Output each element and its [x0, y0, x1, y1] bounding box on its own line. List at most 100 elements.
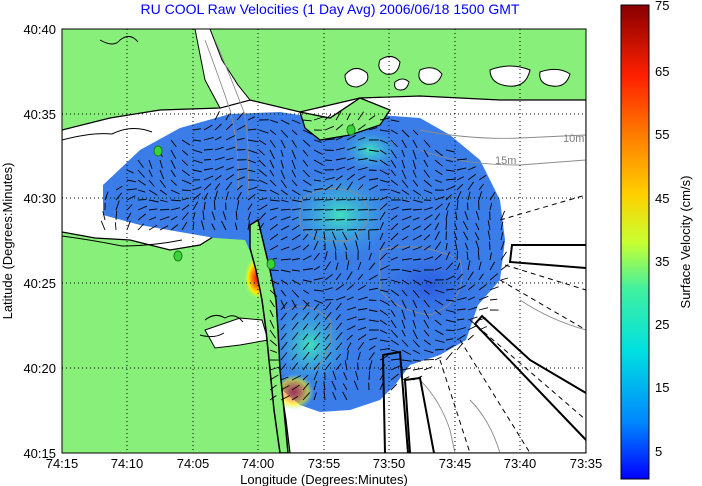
velocity-arrow — [302, 268, 313, 271]
velocity-arrow — [269, 329, 277, 339]
colorbar-tick-label: 65 — [655, 64, 669, 79]
velocity-arrow — [445, 242, 448, 251]
velocity-arrow — [181, 179, 192, 185]
velocity-arrow — [379, 252, 388, 261]
velocity-arrow — [368, 115, 376, 121]
velocity-arrow — [357, 274, 364, 281]
velocity-arrow — [434, 149, 443, 157]
velocity-arrow — [368, 199, 379, 201]
velocity-arrow — [335, 209, 346, 211]
velocity-arrow — [181, 204, 190, 211]
velocity-arrow — [467, 284, 475, 291]
velocity-arrow — [357, 124, 366, 131]
velocity-arrow — [313, 209, 324, 211]
y-tick-label: 40:15 — [23, 446, 56, 461]
velocity-arrow — [346, 342, 352, 351]
velocity-arrow — [159, 216, 170, 221]
velocity-arrow — [379, 372, 385, 381]
velocity-arrow — [222, 211, 227, 221]
velocity-arrow — [137, 179, 146, 186]
velocity-arrow — [401, 159, 406, 169]
y-tick-label: 40:30 — [23, 191, 56, 206]
velocity-arrow — [456, 158, 467, 161]
velocity-arrow — [390, 279, 401, 284]
velocity-arrow — [412, 129, 419, 136]
velocity-arrow — [258, 159, 266, 167]
velocity-arrow — [390, 299, 397, 307]
velocity-arrow — [412, 279, 422, 286]
velocity-arrow — [346, 166, 355, 171]
velocity-arrow — [445, 210, 449, 221]
y-axis-label: Latitude (Degrees:Minutes) — [0, 163, 15, 320]
velocity-arrow — [148, 224, 158, 231]
velocity-arrow — [280, 169, 286, 180]
velocity-arrow — [423, 214, 433, 221]
velocity-arrow — [192, 201, 199, 211]
velocity-arrow — [225, 157, 234, 161]
velocity-arrow — [291, 224, 300, 231]
velocity-arrow — [467, 316, 478, 321]
velocity-arrow — [390, 179, 399, 186]
velocity-arrow — [313, 230, 318, 241]
velocity-arrow — [379, 117, 390, 121]
velocity-arrow — [280, 341, 288, 351]
velocity-arrow — [114, 222, 117, 231]
velocity-arrow — [390, 215, 398, 221]
velocity-arrow — [236, 200, 240, 211]
velocity-arrow — [170, 207, 180, 211]
velocity-arrow — [258, 169, 268, 177]
x-tick-label: 73:40 — [504, 456, 537, 471]
velocity-arrow — [368, 262, 376, 271]
velocity-arrow — [324, 287, 333, 291]
velocity-arrow — [368, 319, 379, 323]
velocity-arrow — [324, 311, 332, 321]
velocity-arrow — [445, 329, 455, 332]
velocity-arrow — [357, 184, 364, 191]
velocity-arrow — [302, 233, 309, 241]
velocity-arrow — [390, 365, 401, 371]
velocity-arrow — [500, 210, 506, 221]
velocity-arrow — [368, 370, 371, 381]
velocity-arrow — [335, 342, 343, 351]
velocity-arrow — [291, 149, 297, 160]
velocity-arrow — [280, 301, 288, 311]
velocity-arrow — [467, 173, 477, 181]
velocity-arrow — [247, 149, 258, 154]
velocity-arrow — [445, 299, 455, 302]
colorbar-ticks: 75 65 55 45 35 25 15 5 — [655, 0, 669, 459]
contour-label-15m: 15m — [495, 155, 516, 167]
map-title: RU COOL Raw Velocities (1 Day Avg) 2006/… — [141, 1, 520, 17]
velocity-arrow — [269, 139, 276, 148]
velocity-arrow — [302, 159, 309, 167]
velocity-arrow — [390, 256, 398, 261]
velocity-arrow — [401, 215, 412, 221]
velocity-arrow — [390, 289, 400, 297]
velocity-arrow — [247, 193, 256, 201]
velocity-arrow — [203, 192, 209, 201]
velocity-arrow — [126, 179, 137, 183]
velocity-arrow — [269, 395, 277, 401]
velocity-arrow — [302, 229, 313, 231]
velocity-arrow — [434, 339, 445, 343]
velocity-arrow — [401, 236, 409, 241]
velocity-arrow — [258, 149, 265, 156]
velocity-arrow — [423, 349, 434, 354]
velocity-arrow — [269, 279, 280, 285]
velocity-arrow — [401, 279, 410, 285]
velocity-arrow — [379, 265, 389, 271]
velocity-arrow — [225, 113, 230, 121]
velocity-arrow — [445, 352, 453, 361]
velocity-arrow — [456, 176, 465, 181]
velocity-arrow — [434, 253, 442, 261]
velocity-arrow — [280, 269, 291, 273]
velocity-arrow — [445, 345, 455, 351]
velocity-arrow — [214, 146, 224, 151]
velocity-arrow — [335, 262, 339, 271]
velocity-arrow — [453, 231, 458, 241]
colorbar-tick-label: 15 — [655, 380, 669, 395]
velocity-arrow — [368, 252, 373, 261]
velocity-arrow — [478, 273, 484, 281]
velocity-arrow — [313, 331, 321, 341]
velocity-arrow — [478, 307, 489, 311]
